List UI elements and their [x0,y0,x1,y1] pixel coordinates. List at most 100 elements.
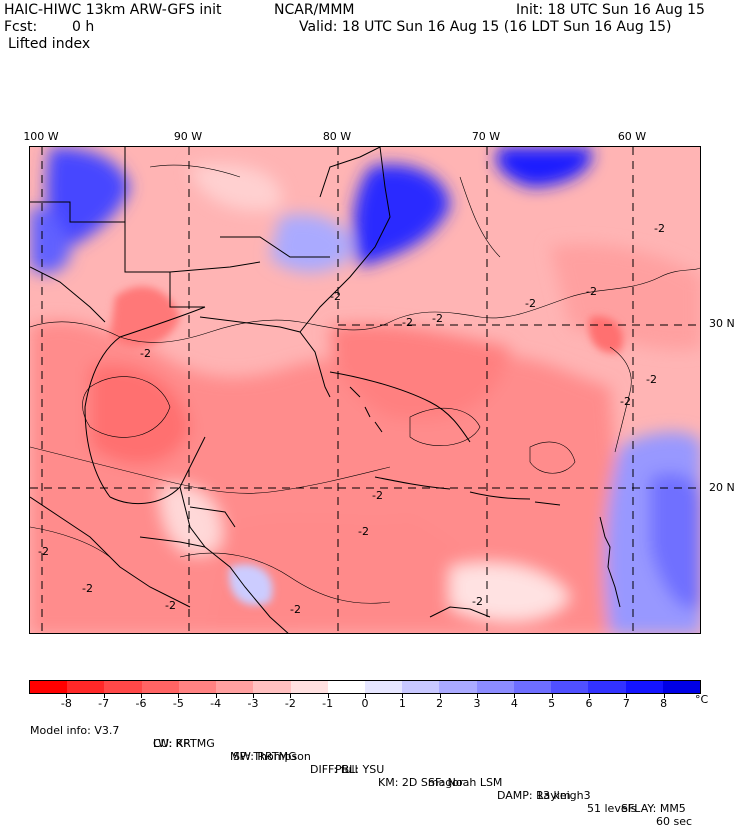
colorbar-tick [66,694,68,698]
contour-label: -2 [82,582,93,595]
colorbar-swatch [364,681,403,693]
contour-label: -2 [654,222,665,235]
colorbar-swatch [104,681,142,693]
contour-label: -2 [358,525,369,538]
colorbar-tick [514,694,516,698]
model-info-line2: LW: RRTMG SW: RRTMG DIFF: full KM: 2D Sm… [0,724,686,815]
contour-labels: -2 -2 -2 -2 -2 -2 -2 -2 -2 -2 -2 -2 -2 -… [38,222,665,616]
lon-label-100w: 100 W [23,130,59,143]
colorbar [29,680,701,694]
colorbar-tick [178,694,180,698]
eddy-coefficient: KM: 2D Smagor [378,776,464,789]
contour-label: -2 [525,297,536,310]
colorbar-swatch [513,681,552,693]
lon-label-70w: 70 W [471,130,501,143]
colorbar-tick [663,694,665,698]
colorbar-swatch [476,681,514,693]
colorbar-tick [141,694,142,698]
lat-label-20n: 20 N [709,481,735,494]
contour-label: -2 [620,395,631,408]
model-title: HAIC-HIWC 13km ARW-GFS init [4,2,222,18]
contour-label: -2 [38,545,49,558]
contour-label: -2 [402,316,413,329]
timestep: 60 sec [656,815,693,828]
colorbar-label: 6 [585,697,593,710]
lon-label-80w: 80 W [322,130,352,143]
colorbar-label: 4 [510,697,518,710]
colorbar-label: 3 [473,697,481,710]
damping-option: DAMP: Rayleigh3 [497,789,591,802]
colorbar-label: -4 [210,697,222,710]
colorbar-tick [290,694,292,698]
colorbar-label: -7 [98,697,110,710]
field-name: Lifted index [8,36,91,52]
field-shading [30,147,700,633]
colorbar-swatch [551,681,589,693]
forecast-hour: 0 h [72,19,95,35]
colorbar-tick [439,694,441,698]
contour-label: -2 [140,347,151,360]
colorbar-swatch [625,681,663,693]
surface-layer-option: SFLAY: MM5 [621,802,686,815]
colorbar-tick [551,694,553,698]
longwave-scheme: LW: RRTMG [153,737,215,750]
contour-label: -2 [432,312,443,325]
colorbar-label: 7 [622,697,630,710]
lon-label-60w: 60 W [617,130,647,143]
colorbar-swatch [216,681,254,693]
colorbar-label: 5 [548,697,556,710]
coastlines [30,147,621,633]
valid-time: Valid: 18 UTC Sun 16 Aug 15 (16 LDT Sun … [299,19,672,35]
init-time: Init: 18 UTC Sun 16 Aug 15 [516,2,705,18]
colorbar-tick [327,694,329,698]
colorbar-label: 2 [436,697,444,710]
colorbar-label: -2 [284,697,296,710]
model-version: Model info: V3.7 [30,724,120,737]
colorbar-label: 1 [398,697,406,710]
contour-label: -2 [330,290,341,303]
colorbar-label: 8 [660,697,668,710]
colorbar-swatch [30,681,68,693]
contour-label: -2 [290,603,301,616]
colorbar-swatch [67,681,105,693]
contour-label: -2 [586,285,597,298]
contour-label: -2 [372,489,383,502]
map-canvas: -2 -2 -2 -2 -2 -2 -2 -2 -2 -2 -2 -2 -2 -… [30,147,700,633]
contour-label: -2 [472,595,483,608]
colorbar-swatch [178,681,217,693]
diffusion-option: DIFF: full [310,763,358,776]
colorbar-tick [589,694,590,698]
colorbar-label: -8 [60,697,72,710]
contour-label: -2 [646,373,657,386]
colorbar-swatch [662,681,700,693]
colorbar-swatch [253,681,291,693]
colorbar-unit: °C [695,693,709,706]
graticule [30,147,700,633]
lat-label-30n: 30 N [709,317,735,330]
lon-label-90w: 90 W [173,130,203,143]
colorbar-tick [215,694,217,698]
colorbar-label: -3 [247,697,259,710]
colorbar-swatch [402,681,440,693]
contours [30,164,700,604]
colorbar-label: -6 [135,697,147,710]
colorbar-tick [253,694,254,698]
colorbar-tick [477,694,478,698]
colorbar-tick [626,694,628,698]
colorbar-swatch [141,681,179,693]
colorbar-tick [103,694,105,698]
colorbar-label: -5 [172,697,184,710]
colorbar-swatch [290,681,328,693]
colorbar-swatch [439,681,477,693]
org-label: NCAR/MMM [274,2,355,18]
colorbar-tick [365,694,366,698]
contour-label: -2 [165,599,176,612]
colorbar-swatch [588,681,626,693]
lifted-index-map: -2 -2 -2 -2 -2 -2 -2 -2 -2 -2 -2 -2 -2 -… [29,146,701,634]
colorbar-label: -1 [322,697,334,710]
colorbar-swatch [327,681,365,693]
colorbar-tick [402,694,404,698]
forecast-label: Fcst: [4,19,38,35]
shortwave-scheme: SW: RRTMG [233,750,297,763]
colorbar-label: 0 [361,697,369,710]
